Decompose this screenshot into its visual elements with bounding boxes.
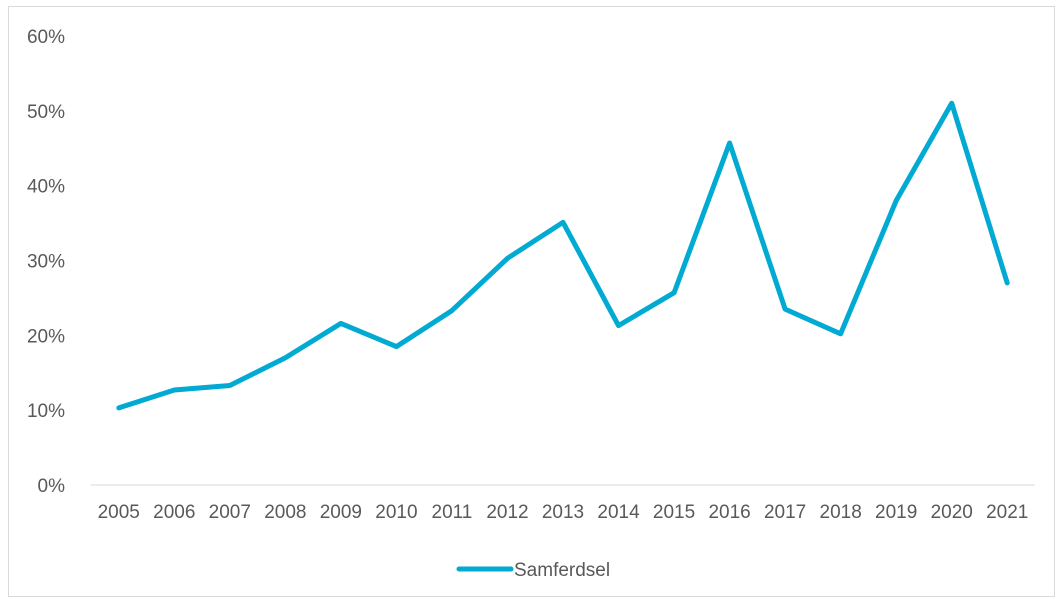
y-tick-label: 50% — [27, 102, 65, 123]
line-chart: 0%10%20%30%40%50%60% 2005 2006 2007 2008 200… — [27, 27, 1035, 581]
x-tick-label: 2020 — [931, 502, 973, 523]
chart-area: 0% 10% 20% 30% 40% 50% 60% 2005 2006 2007 2008 200… — [8, 6, 1055, 597]
x-tick-label: 2014 — [597, 502, 640, 523]
x-tick-label: 2011 — [432, 502, 473, 523]
x-tick-label: 2015 — [653, 502, 695, 523]
x-axis-tick-labels: 2005 2006 2007 2008 2009 2010 2011 2012 2013 2014… — [98, 502, 1029, 523]
x-tick-label: 2009 — [320, 502, 362, 523]
x-tick-label: 2019 — [875, 502, 917, 523]
y-tick-label: 10% — [27, 401, 65, 422]
x-tick-label: 2013 — [542, 502, 584, 523]
y-tick-label: 30% — [27, 252, 65, 273]
x-tick-label: 2018 — [820, 502, 862, 523]
legend-label-samferdsel: Samferdsel — [514, 560, 610, 581]
x-tick-label: 2017 — [764, 502, 806, 523]
x-tick-label: 2005 — [98, 502, 140, 523]
x-tick-label: 2010 — [375, 502, 417, 523]
x-tick-label: 2012 — [486, 502, 528, 523]
x-tick-label: 2016 — [708, 502, 750, 523]
x-tick-label: 2006 — [153, 502, 195, 523]
y-tick-label: 20% — [27, 326, 65, 347]
y-tick-label: 0% — [38, 476, 66, 497]
y-tick-label: 60% — [27, 27, 65, 48]
y-axis-tick-labels: 0% 10% 20% 30% 40% 50% 60% — [27, 27, 65, 497]
x-tick-label: 2007 — [209, 502, 251, 523]
series-line-samferdsel — [116, 100, 1010, 411]
series-layer — [116, 100, 1010, 411]
legend: Samferdsel — [456, 560, 610, 581]
y-tick-label: 40% — [27, 177, 65, 198]
x-tick-label: 2008 — [264, 502, 306, 523]
x-tick-label: 2021 — [986, 502, 1028, 523]
